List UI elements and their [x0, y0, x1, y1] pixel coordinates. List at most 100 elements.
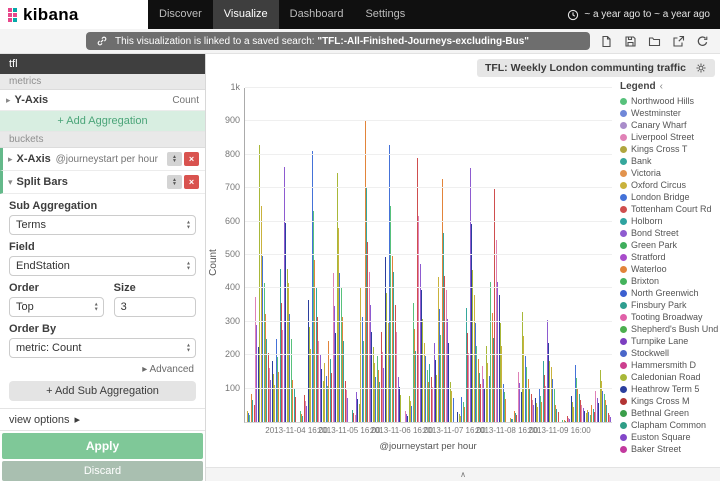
bar[interactable] — [365, 187, 367, 422]
bar[interactable] — [556, 408, 558, 422]
bar[interactable] — [545, 385, 546, 422]
bar[interactable] — [300, 413, 302, 422]
bar[interactable] — [358, 403, 360, 422]
bar[interactable] — [526, 366, 528, 422]
bar[interactable] — [368, 271, 370, 422]
legend-item[interactable]: Northwood Hills — [617, 95, 718, 107]
sub-aggregation-select[interactable]: Terms — [9, 215, 196, 235]
bar[interactable] — [589, 414, 591, 422]
bar[interactable] — [569, 418, 570, 422]
bar[interactable] — [423, 342, 425, 422]
bar[interactable] — [261, 255, 263, 422]
bar[interactable] — [263, 283, 265, 422]
bar[interactable] — [447, 319, 448, 422]
bar[interactable] — [448, 342, 450, 422]
legend-item[interactable]: Kings Cross T — [617, 143, 718, 155]
remove-agg-button[interactable]: × — [184, 152, 199, 166]
bar[interactable] — [371, 331, 372, 422]
bar[interactable] — [267, 352, 269, 422]
bar[interactable] — [342, 316, 343, 422]
bar[interactable] — [596, 397, 598, 422]
bar[interactable] — [532, 405, 534, 422]
bar[interactable] — [437, 276, 439, 422]
bar[interactable] — [539, 396, 541, 422]
bar[interactable] — [375, 376, 376, 422]
bar[interactable] — [278, 372, 279, 422]
bar[interactable] — [385, 256, 386, 422]
bar[interactable] — [443, 232, 444, 422]
bar[interactable] — [462, 402, 464, 422]
bar[interactable] — [381, 331, 382, 422]
bar[interactable] — [547, 320, 548, 422]
bar[interactable] — [284, 166, 285, 422]
bar[interactable] — [548, 342, 549, 422]
bar[interactable] — [509, 417, 511, 422]
legend-item[interactable]: Stratford — [617, 251, 718, 263]
bar[interactable] — [429, 363, 431, 422]
bar[interactable] — [366, 241, 368, 422]
bar[interactable] — [382, 351, 383, 422]
bar[interactable] — [306, 405, 307, 422]
bar[interactable] — [498, 295, 500, 422]
legend-item[interactable]: Shepherd's Bush Und — [617, 323, 718, 335]
bar[interactable] — [419, 263, 421, 422]
bar[interactable] — [329, 358, 331, 422]
bar[interactable] — [410, 401, 411, 422]
bar[interactable] — [252, 400, 254, 422]
bar[interactable] — [352, 409, 353, 422]
legend-item[interactable]: Liverpool Street — [617, 131, 718, 143]
size-input[interactable] — [113, 297, 196, 317]
bar[interactable] — [563, 420, 565, 422]
split-bars-agg-row[interactable]: ▾ Split Bars ▲ ▼ × — [0, 171, 205, 194]
bar[interactable] — [519, 383, 521, 422]
bar[interactable] — [249, 415, 251, 422]
bar[interactable] — [562, 419, 564, 422]
bar[interactable] — [573, 406, 574, 422]
bar[interactable] — [438, 308, 440, 422]
bar[interactable] — [600, 381, 602, 422]
nav-item-settings[interactable]: Settings — [365, 8, 406, 20]
bar[interactable] — [299, 411, 301, 422]
bar[interactable] — [466, 332, 468, 422]
bar[interactable] — [566, 416, 568, 422]
bar[interactable] — [599, 369, 601, 422]
bar[interactable] — [389, 145, 390, 422]
bar[interactable] — [531, 400, 533, 422]
bar[interactable] — [311, 151, 313, 422]
bar[interactable] — [294, 396, 296, 422]
bar[interactable] — [364, 121, 366, 422]
bar[interactable] — [450, 382, 451, 422]
bar[interactable] — [436, 374, 437, 422]
bar[interactable] — [324, 362, 326, 422]
bar[interactable] — [414, 329, 415, 422]
bar[interactable] — [362, 340, 364, 422]
bar[interactable] — [361, 316, 363, 422]
bar[interactable] — [463, 406, 465, 422]
legend-item[interactable]: Holborn — [617, 215, 718, 227]
open-folder-icon[interactable] — [648, 35, 661, 48]
bar[interactable] — [408, 395, 410, 422]
bar[interactable] — [373, 363, 375, 422]
bar[interactable] — [248, 413, 249, 422]
new-visualization-icon[interactable] — [600, 35, 613, 48]
bar[interactable] — [431, 387, 433, 422]
bar[interactable] — [326, 386, 328, 422]
bar[interactable] — [421, 290, 422, 422]
bar[interactable] — [398, 386, 400, 422]
bar[interactable] — [394, 304, 396, 422]
bar[interactable] — [353, 412, 355, 422]
bar[interactable] — [502, 383, 504, 422]
bar[interactable] — [551, 366, 552, 422]
nav-item-visualize[interactable]: Visualize — [212, 0, 279, 29]
bar[interactable] — [465, 307, 467, 422]
bar[interactable] — [518, 372, 519, 422]
bar[interactable] — [541, 402, 542, 422]
bar[interactable] — [434, 360, 436, 422]
bar[interactable] — [537, 407, 538, 422]
bar[interactable] — [318, 340, 320, 422]
bar[interactable] — [591, 404, 593, 422]
bar[interactable] — [500, 345, 502, 422]
bar[interactable] — [422, 319, 424, 422]
bar[interactable] — [583, 407, 584, 422]
legend-item[interactable]: Turnpike Lane — [617, 335, 718, 347]
